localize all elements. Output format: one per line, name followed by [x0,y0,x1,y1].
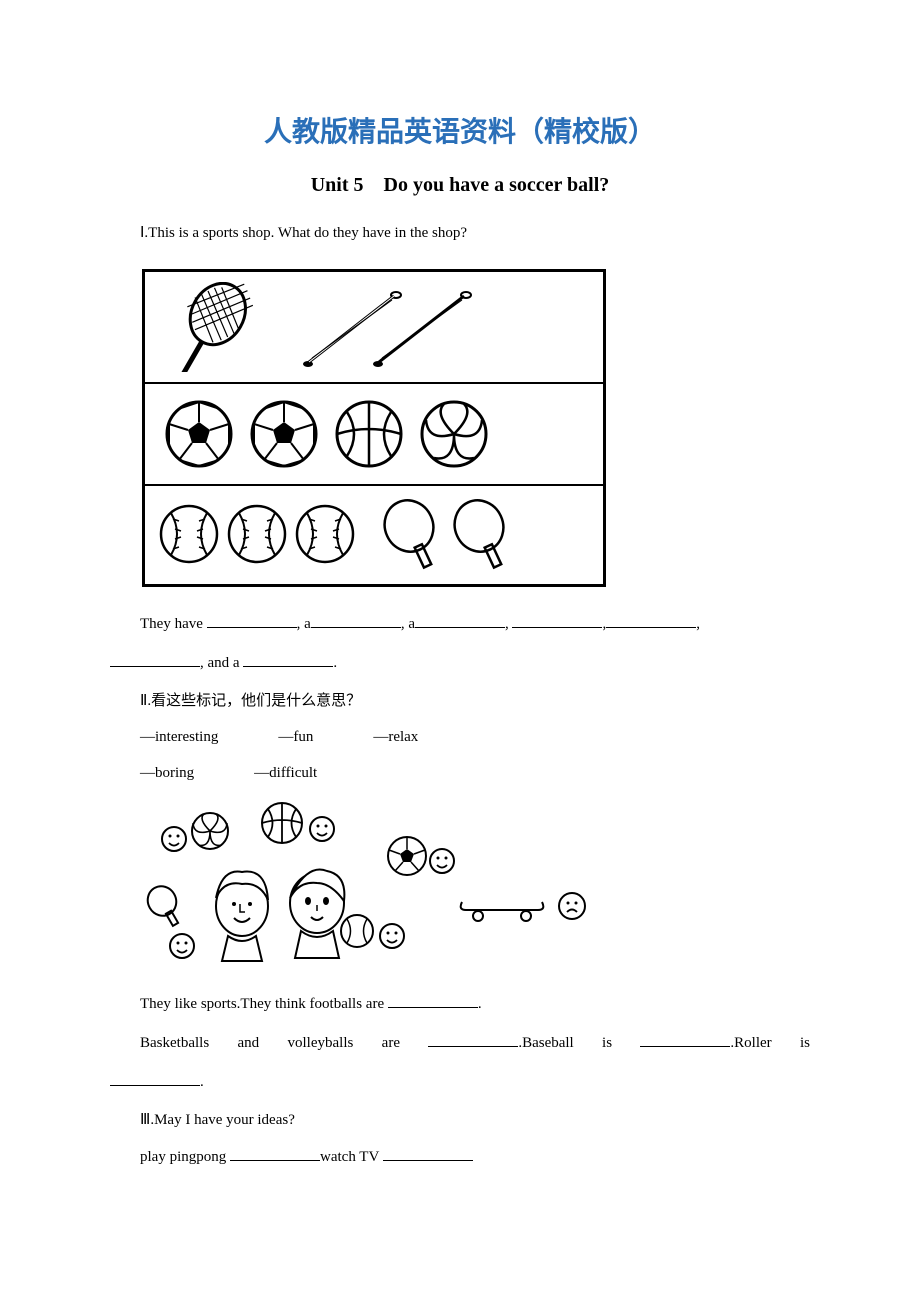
text: . [478,996,482,1012]
unit-title: Unit 5 Do you have a soccer ball? [110,168,810,197]
basketball-icon [262,803,302,843]
baseball-icon [341,915,373,947]
skateboard-icon [461,902,544,921]
soccer-icon [388,837,426,875]
section2-fill-line3: . [110,1063,810,1102]
smiley-icon [170,934,194,958]
section3-prompt: Ⅲ.May I have your ideas? [110,1102,810,1138]
blank[interactable] [606,613,696,628]
reactions-svg [142,801,622,971]
sports-shop-grid [142,269,810,587]
blank[interactable] [512,613,602,628]
blank[interactable] [415,613,505,628]
legend-row-2: —boring —difficult [140,755,810,791]
legend-row-1: —interesting —fun —relax [140,719,810,755]
legend-item: —interesting [140,719,218,755]
blank[interactable] [110,1071,200,1086]
balls-row-icon [159,394,589,474]
text: , and a [200,655,243,671]
text: watch TV [320,1149,383,1165]
section1-fill-line2: , and a . [110,644,810,683]
legend-item: —relax [373,719,418,755]
rackets-bats-icon [159,282,589,372]
text: .Baseball is [518,1035,640,1051]
smiley-icon [430,849,454,873]
grid-cell-3 [144,485,604,585]
section1-fill-line1: They have , a, a, ,, [110,605,810,644]
smiley-icon [162,827,186,851]
text: , a [297,616,311,632]
grid-cell-2 [144,383,604,485]
text: They have [140,616,207,632]
section1-prompt: Ⅰ.This is a sports shop. What do they ha… [110,215,810,251]
blank[interactable] [243,652,333,667]
text: , a [401,616,415,632]
blank[interactable] [207,613,297,628]
sad-icon [559,893,585,919]
text: They like sports.They think footballs ar… [140,996,388,1012]
text: play pingpong [140,1149,230,1165]
text: , [505,616,513,632]
text: . [200,1074,204,1090]
legend-item: —boring [140,755,194,791]
legend-item: —fun [278,719,313,755]
reactions-illustration [142,801,622,971]
grid-cell-1 [144,271,604,383]
page: 人教版精品英语资料（精校版） Unit 5 Do you have a socc… [0,0,920,1237]
text: . [333,655,337,671]
blank[interactable] [110,652,200,667]
main-title: 人教版精品英语资料（精校版） [110,110,810,150]
smiley-icon [310,817,334,841]
text: .Roller is [730,1035,810,1051]
blank[interactable] [640,1032,730,1047]
volleyball-icon [192,813,228,849]
blank[interactable] [230,1146,320,1161]
blank[interactable] [311,613,401,628]
text: , [696,616,700,632]
person-icon [216,872,268,961]
smiley-icon [380,924,404,948]
paddle-icon [142,881,187,931]
section2-prompt: Ⅱ.看这些标记，他们是什么意思？ [110,683,810,719]
blank[interactable] [428,1032,518,1047]
blank[interactable] [383,1146,473,1161]
person-icon [290,870,344,958]
section2-fill-line2: Basketballs and volleyballs are .Basebal… [110,1024,810,1063]
legend-item: —difficult [254,755,317,791]
text: Basketballs and volleyballs are [140,1035,428,1051]
blank[interactable] [388,993,478,1008]
section2-fill-line1: They like sports.They think footballs ar… [110,985,810,1024]
section3-fill-line: play pingpong watch TV [110,1138,810,1177]
baseballs-paddles-icon [159,496,589,574]
